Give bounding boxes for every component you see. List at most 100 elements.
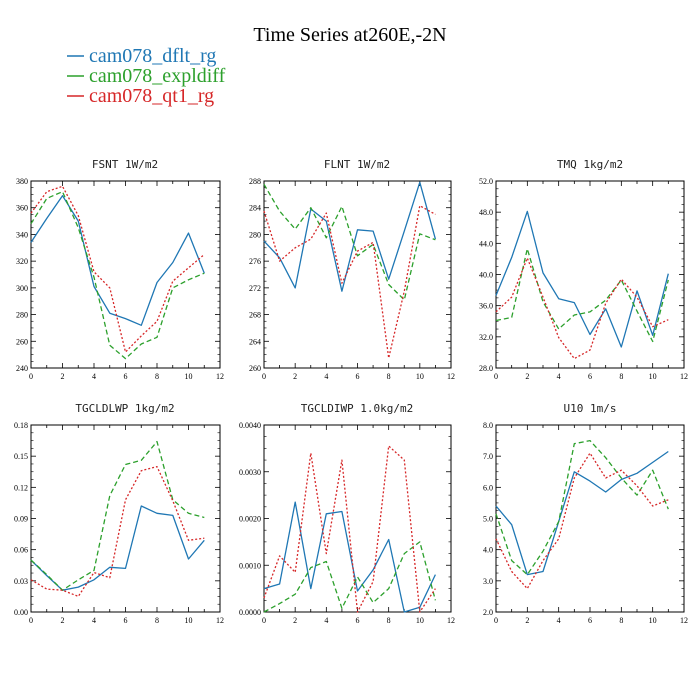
panel-title: TGCLDIWP 1.0kg/m2 [301, 402, 414, 415]
x-tick-label: 2 [525, 616, 529, 625]
x-tick-label: 12 [447, 616, 455, 625]
x-tick-label: 0 [262, 616, 266, 625]
x-tick-label: 6 [588, 616, 592, 625]
y-tick-label: 276 [249, 257, 261, 266]
panel-tgcldlwp: TGCLDLWP 1kg/m2 0 2 4 6 8 10 12 0.00 0.03 0.06 0.09… [14, 402, 224, 625]
x-tick-label: 12 [216, 372, 224, 381]
y-tick-label: 268 [249, 311, 261, 320]
series-line-cam078_dflt_rg [263, 501, 436, 613]
panel-title: FLNT 1W/m2 [324, 158, 390, 171]
y-tick-label: 0.06 [14, 546, 28, 555]
panel-tgcldiwp: TGCLDIWP 1.0kg/m2 0 2 4 6 8 10 12 0.0000 0.0010 0.… [239, 402, 455, 625]
plot-frame [30, 424, 221, 613]
x-tick-label: 10 [185, 372, 193, 381]
y-tick-label: 32.0 [479, 333, 493, 342]
y-tick-label: 4.0 [483, 546, 493, 555]
y-tick-label: 320 [16, 257, 28, 266]
x-tick-label: 8 [155, 616, 159, 625]
panel-fsnt: FSNT 1W/m2 0 2 4 6 8 10 12 240 260 280 300 320 340 360… [16, 158, 224, 381]
y-tick-label: 240 [16, 364, 28, 373]
figure-title: Time Series at260E,-2N [253, 24, 446, 46]
x-tick-label: 4 [92, 616, 96, 625]
x-tick-label: 2 [61, 372, 65, 381]
x-tick-label: 2 [293, 372, 297, 381]
series-line-cam078_dflt_rg [495, 210, 669, 348]
y-tick-label: 280 [249, 230, 261, 239]
x-tick-label: 0 [29, 372, 33, 381]
series-line-cam078_expldiff [263, 541, 437, 613]
y-tick-label: 260 [249, 364, 261, 373]
y-tick-label: 288 [249, 177, 261, 186]
legend-label-expldiff: cam078_expldiff [89, 65, 226, 87]
plot-frame [263, 180, 452, 369]
x-tick-label: 12 [680, 372, 688, 381]
series-line-cam078_qt1_rg [263, 445, 436, 613]
x-tick-label: 8 [155, 372, 159, 381]
x-tick-label: 8 [619, 616, 623, 625]
x-tick-label: 0 [494, 616, 498, 625]
y-tick-label: 6.0 [483, 483, 493, 492]
x-tick-label: 2 [525, 372, 529, 381]
series-line-cam078_expldiff [30, 440, 205, 591]
y-tick-label: 48.0 [479, 208, 493, 217]
x-tick-label: 8 [387, 372, 391, 381]
panel-title: TGCLDLWP 1kg/m2 [75, 402, 174, 415]
x-tick-label: 2 [61, 616, 65, 625]
x-tick-label: 2 [293, 616, 297, 625]
y-tick-label: 0.00 [14, 608, 28, 617]
series-line-cam078_dflt_rg [30, 195, 205, 326]
x-tick-label: 4 [557, 616, 561, 625]
y-tick-label: 0.0010 [239, 561, 261, 570]
y-tick-label: 272 [249, 284, 261, 293]
y-tick-label: 40.0 [479, 271, 493, 280]
x-tick-label: 6 [588, 372, 592, 381]
legend-label-dflt: cam078_dflt_rg [89, 45, 216, 67]
x-tick-label: 4 [324, 616, 328, 625]
x-tick-label: 10 [416, 616, 424, 625]
legend: cam078_dflt_rg cam078_expldiff cam078_qt… [67, 45, 226, 107]
plot-frame [30, 180, 221, 369]
y-tick-label: 0.0000 [239, 608, 261, 617]
series-line-cam078_qt1_rg [495, 257, 669, 360]
panel-flnt: FLNT 1W/m2 0 2 4 6 8 10 12 260 264 268 272 276 280 284… [249, 158, 455, 381]
y-tick-label: 0.0030 [239, 468, 261, 477]
x-tick-label: 6 [356, 616, 360, 625]
y-tick-label: 264 [249, 337, 261, 346]
plot-frame [495, 424, 685, 613]
x-tick-label: 0 [262, 372, 266, 381]
y-tick-label: 36.0 [479, 302, 493, 311]
y-tick-label: 0.15 [14, 452, 28, 461]
panel-title: U10 1m/s [564, 402, 617, 415]
x-tick-label: 10 [416, 372, 424, 381]
panel-u10: U10 1m/s 0 2 4 6 8 10 12 2.0 3.0 4.0 5.0 6.0 7.0 8.0 [483, 402, 688, 625]
x-tick-label: 0 [29, 616, 33, 625]
x-tick-label: 12 [447, 372, 455, 381]
x-tick-label: 6 [356, 372, 360, 381]
series-line-cam078_expldiff [263, 183, 436, 301]
x-tick-label: 8 [387, 616, 391, 625]
x-tick-label: 8 [619, 372, 623, 381]
x-tick-label: 6 [124, 616, 128, 625]
series-line-cam078_expldiff [495, 248, 669, 343]
y-tick-label: 260 [16, 337, 28, 346]
series-line-cam078_qt1_rg [495, 452, 669, 590]
y-tick-label: 7.0 [483, 452, 493, 461]
y-tick-label: 380 [16, 177, 28, 186]
series-line-cam078_dflt_rg [495, 450, 669, 576]
y-tick-label: 3.0 [483, 577, 493, 586]
panel-tmq: TMQ 1kg/m2 0 2 4 6 8 10 12 28.0 32.0 36.0 40.0 44.0 4… [479, 158, 688, 381]
series-line-cam078_qt1_rg [263, 205, 436, 359]
panel-title: TMQ 1kg/m2 [557, 158, 623, 171]
x-tick-label: 10 [185, 616, 193, 625]
series-line-cam078_dflt_rg [263, 181, 437, 292]
series-line-cam078_expldiff [30, 191, 205, 360]
y-tick-label: 8.0 [483, 421, 493, 430]
y-tick-label: 44.0 [479, 239, 493, 248]
panel-title: FSNT 1W/m2 [92, 158, 158, 171]
y-tick-label: 0.12 [14, 483, 28, 492]
y-tick-label: 52.0 [479, 177, 493, 186]
x-tick-label: 4 [557, 372, 561, 381]
y-tick-label: 280 [16, 311, 28, 320]
x-tick-label: 4 [324, 372, 328, 381]
x-tick-label: 4 [92, 372, 96, 381]
